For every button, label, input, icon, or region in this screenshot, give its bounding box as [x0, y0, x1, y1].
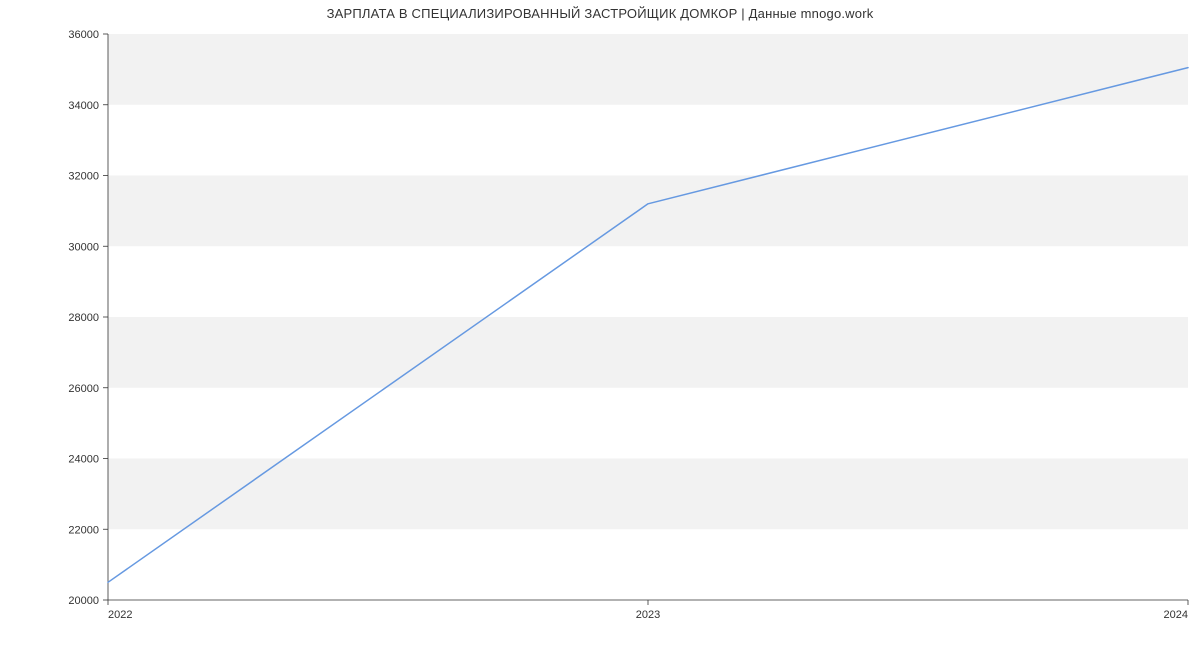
y-tick-label: 26000: [68, 383, 99, 395]
y-tick-label: 36000: [68, 29, 99, 41]
x-tick-label: 2024: [1164, 609, 1188, 621]
grid-band: [108, 105, 1188, 176]
y-tick-label: 34000: [68, 100, 99, 112]
x-tick-label: 2022: [108, 609, 132, 621]
y-axis: 20000 22000 24000 26000 28000 30000 32000 34000…: [68, 29, 108, 607]
chart-svg: 20000 22000 24000 26000 28000 30000 32000 34000…: [0, 0, 1200, 650]
grid-band: [108, 388, 1188, 459]
y-tick-label: 20000: [68, 595, 99, 607]
y-tick-label: 22000: [68, 524, 99, 536]
grid-band: [108, 529, 1188, 600]
grid-band: [108, 176, 1188, 247]
grid-band: [108, 317, 1188, 388]
grid-bands: [108, 34, 1188, 600]
y-tick-label: 30000: [68, 241, 99, 253]
grid-band: [108, 34, 1188, 105]
y-tick-label: 28000: [68, 312, 99, 324]
salary-line-chart: ЗАРПЛАТА В СПЕЦИАЛИЗИРОВАННЫЙ ЗАСТРОЙЩИК…: [0, 0, 1200, 650]
y-tick-label: 32000: [68, 171, 99, 183]
grid-band: [108, 246, 1188, 317]
y-tick-label: 24000: [68, 454, 99, 466]
x-tick-label: 2023: [636, 609, 660, 621]
x-axis: 2022 2023 2024: [108, 600, 1188, 621]
